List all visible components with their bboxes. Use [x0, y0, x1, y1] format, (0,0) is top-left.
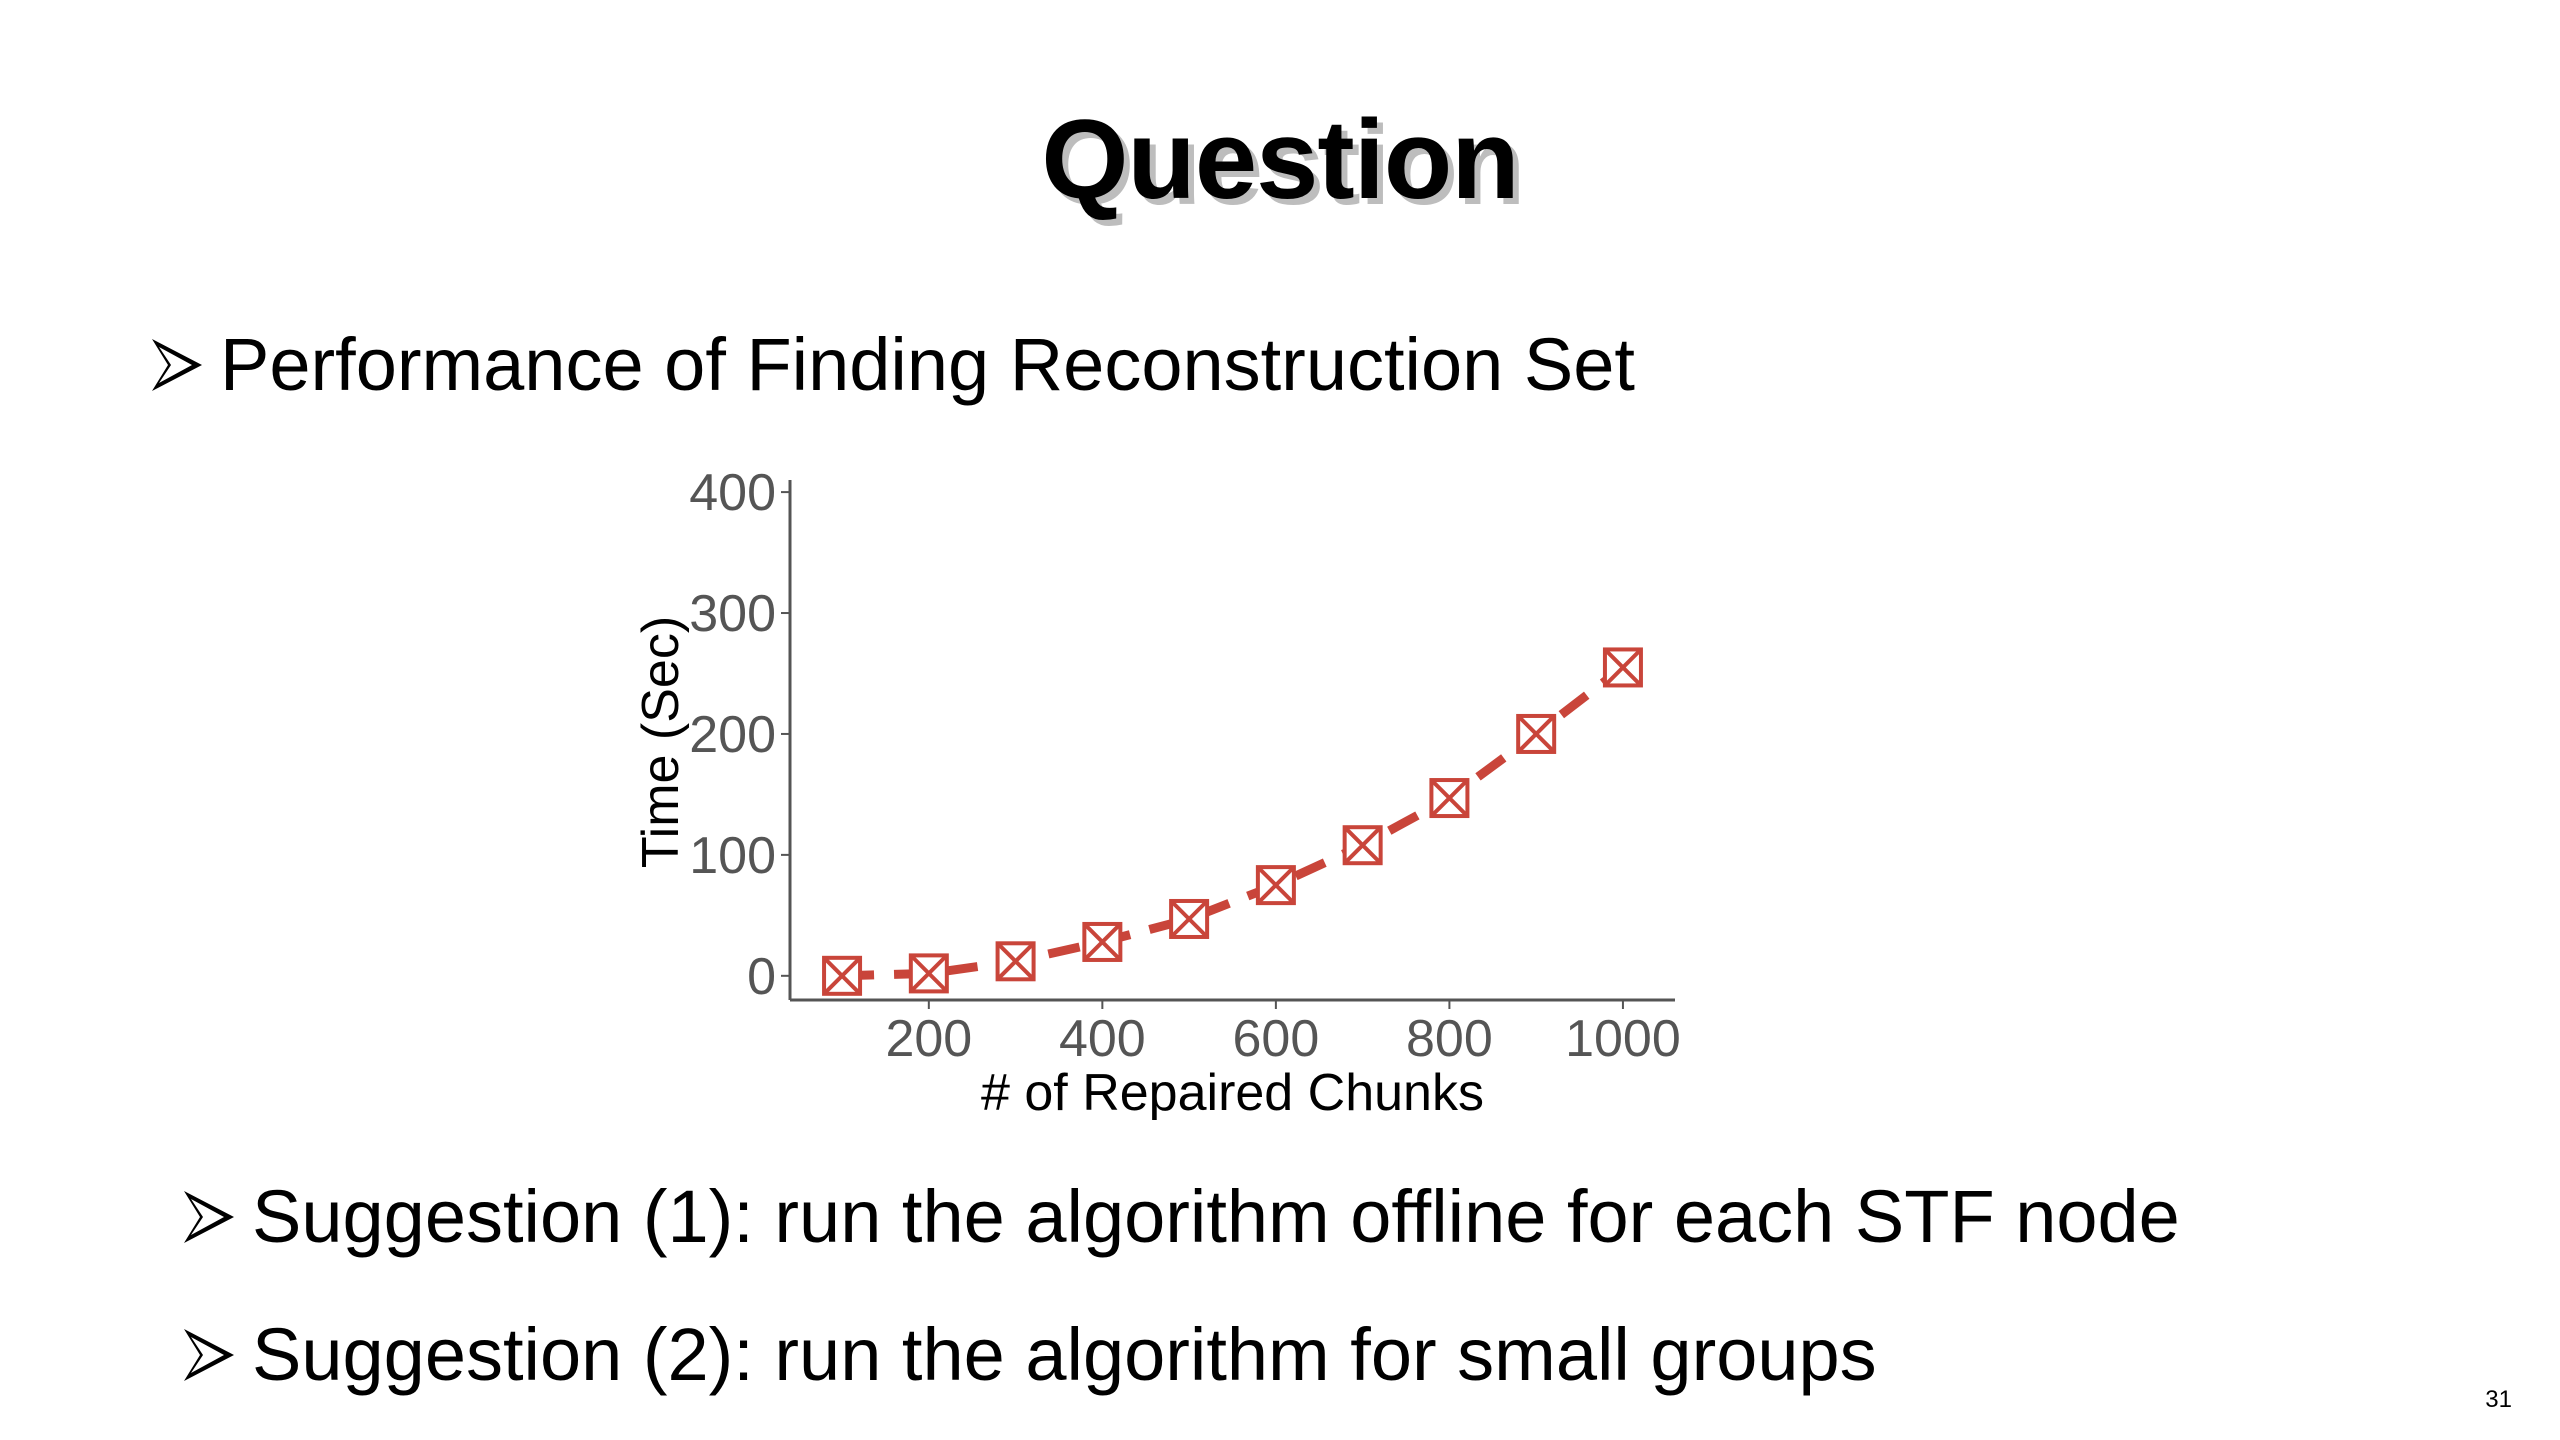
- series-line: [841, 663, 1626, 981]
- data-point-marker: [1602, 647, 1643, 688]
- bullet-item: Suggestion (1): run the algorithm offlin…: [182, 1172, 2180, 1262]
- slide-title: Question: [1041, 97, 1519, 222]
- data-point-marker: [1255, 865, 1296, 906]
- x-tick-label: 400: [1059, 1010, 1146, 1068]
- bullet-item: Suggestion (2): run the algorithm for sm…: [182, 1310, 1877, 1400]
- y-tick-label: 200: [689, 706, 776, 764]
- bullet-text: Suggestion (2): run the algorithm for sm…: [252, 1313, 1877, 1396]
- x-tick-label: 1000: [1565, 1010, 1681, 1068]
- data-point-marker: [1342, 825, 1383, 866]
- x-axis-label: # of Repaired Chunks: [981, 1064, 1484, 1120]
- bullet-text: Suggestion (1): run the algorithm offlin…: [252, 1175, 2180, 1258]
- y-tick-label: 0: [747, 948, 776, 1006]
- data-point-marker: [1169, 898, 1210, 939]
- data-point-marker: [1082, 921, 1123, 962]
- arrowhead-icon: [184, 1191, 234, 1243]
- bullet-item: Performance of Finding Reconstruction Se…: [150, 320, 1635, 410]
- chart: 0 100 200 300 400 200 400 600 800 1000 # of Repair…: [632, 464, 1681, 1120]
- data-point-marker: [1429, 778, 1470, 819]
- y-tick-label: 100: [689, 827, 776, 885]
- data-point-marker: [1516, 713, 1557, 754]
- data-point-marker: [995, 941, 1036, 982]
- y-tick-label: 400: [689, 464, 776, 522]
- x-tick-label: 600: [1232, 1010, 1319, 1068]
- y-tick-label: 300: [689, 585, 776, 643]
- bullet-text: Performance of Finding Reconstruction Se…: [220, 323, 1635, 406]
- data-point-marker: [822, 955, 863, 996]
- data-point-marker: [908, 953, 949, 994]
- page-number: 31: [2485, 1386, 2512, 1413]
- y-axis-label: Time (Sec): [632, 616, 690, 868]
- arrowhead-icon: [184, 1329, 234, 1381]
- arrowhead-icon: [152, 339, 202, 391]
- x-tick-label: 200: [885, 1010, 972, 1068]
- x-tick-label: 800: [1406, 1010, 1493, 1068]
